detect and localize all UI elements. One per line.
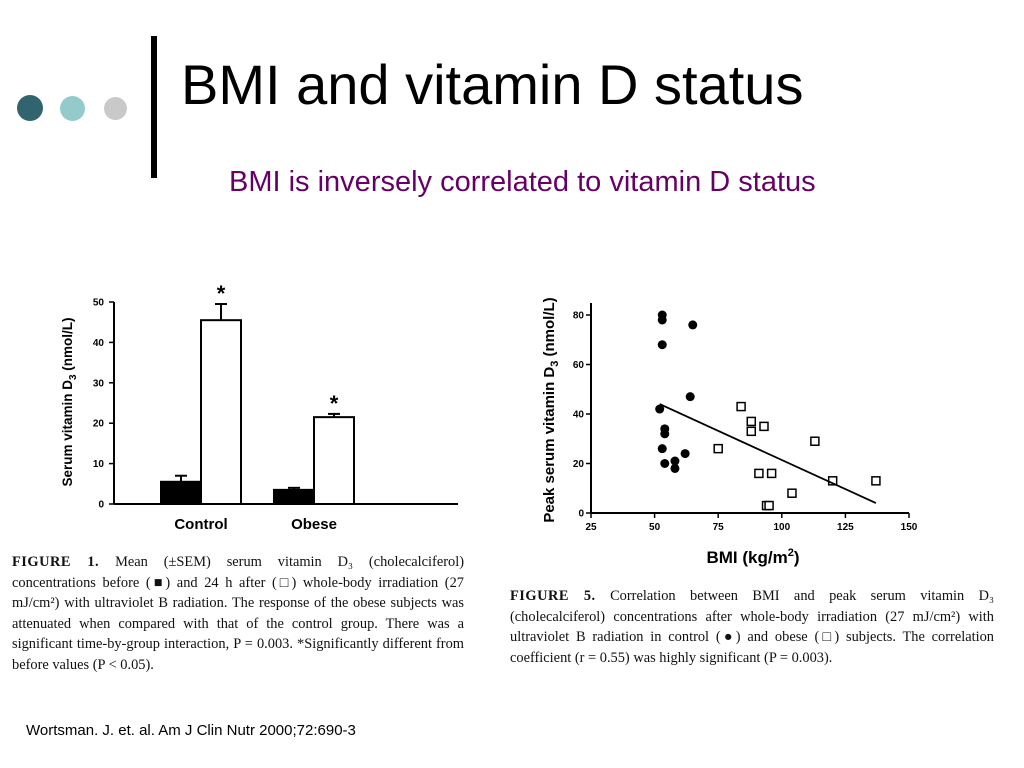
decor-dot-1 — [17, 95, 43, 121]
figure1-y-tick-label: 20 — [93, 419, 105, 430]
figure5-obese-point — [766, 468, 777, 479]
figure5-x-tick-label: 50 — [649, 522, 661, 533]
figure5-control-point — [655, 404, 665, 414]
figure1-y-tick-label: 30 — [93, 378, 105, 389]
figure5-obese-point — [754, 468, 764, 479]
figure5-regression-line — [659, 403, 877, 504]
figure5-caption-text: Correlation between BMI and peak serum v… — [510, 588, 995, 666]
figure1-caption-label: FIGURE 1. — [12, 554, 100, 570]
figure5-x-tick-label: 75 — [713, 522, 725, 533]
figure5-obese-point — [736, 401, 746, 412]
figure5-obese-point — [713, 443, 723, 454]
figure1-bar-chart: Serum vitamin D3 (nmol/L) 0 10 20 30 40 50 * *… — [60, 281, 458, 533]
figure5-x-tick-label: 150 — [901, 522, 918, 533]
figure5-obese-point — [764, 500, 774, 511]
figure5-scatter-chart: Peak serum vitamin D3 (nmol/L) BMI (kg/m… — [541, 297, 918, 567]
figure5-x-tick-label: 100 — [773, 522, 790, 533]
figure5-control-point — [660, 459, 670, 468]
figure1-significance-marker: * — [330, 391, 339, 416]
figure5-y-tick-label: 80 — [573, 311, 585, 322]
figure1-y-tick-label: 10 — [93, 459, 105, 470]
figure1-y-tick-label: 0 — [98, 500, 104, 511]
figure5-y-tick-label: 40 — [573, 410, 585, 421]
figure1-y-tick-label: 50 — [93, 298, 105, 309]
figure5-control-point — [685, 392, 695, 402]
figure5-y-tick-label: 20 — [573, 459, 585, 470]
figure5-control-point — [657, 444, 667, 454]
figure1-caption-text: Mean (±SEM) serum vitamin D₃ (cholecalci… — [12, 554, 465, 673]
figure5-obese-point — [746, 426, 757, 437]
figure5-control-point — [670, 456, 680, 466]
figure5-control-point — [680, 449, 690, 459]
figure1-y-tick-label: 40 — [93, 338, 105, 349]
decor-dot-2 — [60, 96, 85, 121]
figure5-control-point — [660, 429, 670, 439]
figure5-obese-point — [759, 421, 769, 432]
figure5-y-tick-label: 0 — [578, 509, 584, 520]
figure5-obese-point — [871, 476, 881, 486]
figure1-bar — [273, 488, 315, 506]
figure1-significance-marker: * — [217, 281, 226, 306]
figure1-bar — [200, 319, 242, 506]
figure5-obese-point — [810, 436, 820, 446]
slide-title: BMI and vitamin D status — [181, 53, 804, 116]
figure1-y-axis-label: Serum vitamin D3 (nmol/L) — [60, 317, 79, 486]
figure5-control-point — [657, 315, 667, 325]
title-divider — [151, 36, 157, 178]
figure1-bar — [160, 480, 202, 505]
figure5-y-axis-label: Peak serum vitamin D3 (nmol/L) — [541, 297, 561, 522]
figure1-bar — [313, 416, 355, 505]
figure5-control-point — [670, 463, 680, 473]
figure5-control-point — [688, 320, 698, 330]
figure1-category-label: Obese — [291, 516, 337, 533]
figure5-obese-point — [787, 488, 797, 498]
figure1-caption: FIGURE 1. Mean (±SEM) serum vitamin D₃ (… — [12, 552, 464, 676]
figure5-y-tick-label: 60 — [573, 360, 585, 371]
figure5-x-tick-label: 25 — [585, 522, 597, 533]
figure5-caption: FIGURE 5. Correlation between BMI and pe… — [510, 586, 994, 668]
figure5-x-axis-label: BMI (kg/m2) — [706, 547, 799, 567]
citation: Wortsman. J. et. al. Am J Clin Nutr 2000… — [26, 722, 356, 739]
figure5-obese-point — [746, 416, 757, 427]
figure1-category-label: Control — [174, 516, 227, 533]
slide-subtitle: BMI is inversely correlated to vitamin D… — [229, 166, 816, 198]
figure5-x-tick-label: 125 — [837, 522, 854, 533]
decor-dot-3 — [104, 97, 127, 120]
figure5-caption-label: FIGURE 5. — [510, 588, 596, 604]
figure5-control-point — [657, 340, 667, 350]
